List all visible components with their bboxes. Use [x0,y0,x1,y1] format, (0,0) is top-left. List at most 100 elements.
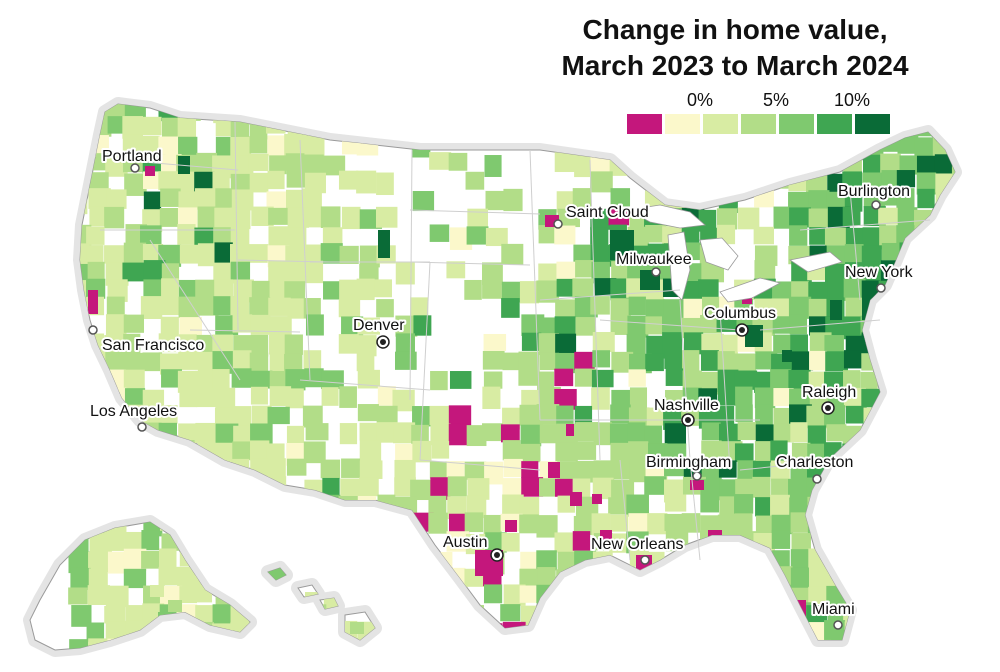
county-cell [950,442,955,465]
county-cell [448,104,469,120]
county-cell [429,152,452,170]
county-cell [232,155,254,177]
county-cell [843,496,866,518]
county-cell [104,245,126,264]
county-cell [89,532,112,553]
county-cell [105,621,127,641]
map-title: Change in home value, March 2023 to Marc… [525,12,945,84]
county-cell [341,206,361,230]
county-cell [735,586,758,608]
county-cell [824,530,848,551]
county-cell [284,134,307,157]
county-cell [591,387,610,410]
strong-growth-county [782,350,792,362]
county-cell [950,603,955,625]
county-cell [681,170,703,189]
county-cell [464,279,482,300]
county-cell [107,279,128,302]
county-cell [554,478,573,497]
county-cell [897,640,918,650]
county-cell [590,208,613,230]
county-cell [914,549,937,573]
county-cell [915,641,934,650]
state-border [589,159,601,461]
legend-swatch-2 [703,114,738,134]
county-cell [879,298,900,322]
county-cell [429,405,451,425]
county-cell [518,351,540,374]
county-cell [626,494,649,517]
county-cell [880,551,901,573]
negative-county [690,480,704,490]
county-cell [647,243,666,266]
county-cell [554,316,576,335]
city-label-nashville: Nashville [654,397,719,414]
county-cell [645,299,665,317]
county-cell [249,297,271,319]
county-cell [701,296,720,317]
county-cell [502,407,521,430]
county-cell [951,370,955,392]
county-cell [158,136,179,159]
state-border [299,139,311,381]
county-cell [178,191,198,210]
county-cell [466,623,485,645]
county-cell [860,512,882,533]
county-cell [467,208,489,228]
county-cell [845,262,867,282]
state-border [419,261,431,461]
county-cell [482,262,503,286]
state-border [234,121,239,331]
county-cell [177,370,201,393]
city-marker-dot-raleigh [825,405,831,411]
county-cell [285,497,307,518]
county-cell [303,350,322,369]
county-cell [554,152,578,173]
county-cell [268,207,289,225]
county-cell [701,172,723,195]
county-cell [935,280,954,303]
county-cell [719,586,738,607]
county-cell [698,152,721,172]
county-cell [123,441,143,462]
legend: 0% 5% 10% [627,90,893,138]
county-cell [466,425,487,447]
county-cell [842,206,861,226]
county-cell [68,423,92,444]
county-cell [698,603,722,627]
county-cell [537,119,561,139]
county-cell [249,104,270,120]
county-cell [951,459,955,482]
county-cell [177,621,195,645]
county-cell [826,135,847,156]
county-cell [412,191,435,212]
city-marker-new-york [876,283,886,293]
county-cell [232,477,255,501]
county-cell [71,370,91,393]
county-cell [376,104,398,119]
county-cell [194,227,215,247]
county-cell [933,603,955,624]
county-cell [303,441,326,464]
county-cell [914,424,938,445]
county-cell [195,605,217,623]
county-cell [448,513,470,536]
county-cell [934,370,955,389]
county-cell [194,188,218,210]
county-cell [465,171,485,190]
legend-label-5: 5% [762,90,790,110]
county-cell [179,317,203,338]
county-cell [808,298,828,318]
legend-swatch-0 [627,114,662,134]
county-cell [284,532,306,554]
county-cell [772,281,795,303]
county-cell [555,299,576,319]
county-cell [932,104,953,118]
county-cell [267,406,290,425]
county-cell [123,333,141,357]
county-cell [195,370,216,389]
county-cell [356,170,377,194]
county-cell [340,478,362,498]
county-cell [665,620,687,644]
city-milwaukee: Milwaukee [614,249,694,277]
